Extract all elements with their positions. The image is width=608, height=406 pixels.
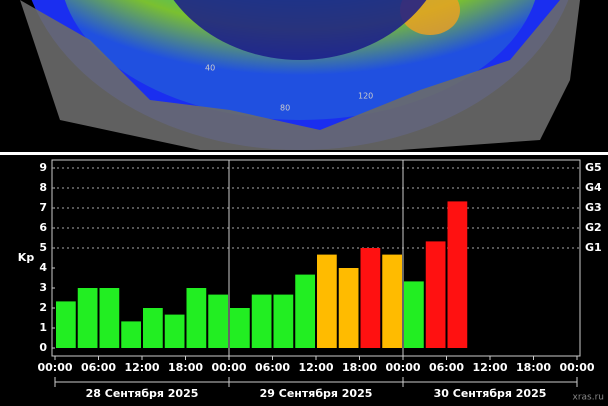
bar <box>164 314 185 348</box>
y-tick-label: 4 <box>39 261 47 274</box>
y-tick-label: 0 <box>39 341 47 354</box>
x-tick-label: 12:00 <box>298 361 333 374</box>
y-tick-label: 3 <box>39 281 47 294</box>
map-grid-label: 40 <box>205 64 215 73</box>
bar <box>99 288 120 348</box>
x-tick-label: 18:00 <box>168 361 203 374</box>
y-tick-label: 9 <box>39 161 47 174</box>
bar <box>273 294 294 348</box>
x-tick-label: 18:00 <box>516 361 551 374</box>
bar <box>382 254 402 348</box>
y2-tick-label: G1 <box>585 241 602 254</box>
bar <box>251 294 272 348</box>
x-tick-label: 00:00 <box>37 361 72 374</box>
y2-tick-label: G5 <box>585 161 602 174</box>
x-tick-label: 00:00 <box>385 361 420 374</box>
x-tick-label: 06:00 <box>255 361 290 374</box>
bar <box>404 281 424 348</box>
map-grid-label: 120 <box>358 92 373 101</box>
y2-tick-label: G3 <box>585 201 602 214</box>
y-tick-label: 8 <box>39 181 47 194</box>
bar <box>77 288 98 348</box>
day-label: 29 Сентября 2025 <box>260 387 373 400</box>
x-tick-label: 12:00 <box>124 361 159 374</box>
y-tick-label: 1 <box>39 321 47 334</box>
bar <box>447 201 468 348</box>
map-grid-label: 80 <box>280 104 290 113</box>
bar <box>338 268 359 348</box>
bar <box>121 321 141 348</box>
y-tick-label: 7 <box>39 201 47 214</box>
x-tick-label: 06:00 <box>429 361 464 374</box>
day-label: 28 Сентября 2025 <box>86 387 199 400</box>
x-tick-label: 18:00 <box>342 361 377 374</box>
x-tick-label: 06:00 <box>81 361 116 374</box>
bar <box>143 308 163 348</box>
x-tick-label: 00:00 <box>559 361 594 374</box>
x-tick-label: 00:00 <box>211 361 246 374</box>
bar <box>295 274 315 348</box>
y2-tick-label: G2 <box>585 221 602 234</box>
bar <box>186 288 207 348</box>
bar <box>56 301 76 348</box>
divider <box>0 152 608 155</box>
bar <box>317 254 337 348</box>
y-tick-label: 5 <box>39 241 47 254</box>
aurora-map: 40 80 120 <box>0 0 608 152</box>
source: xras.ru <box>573 393 605 403</box>
bar <box>208 294 228 348</box>
y2-tick-label: G4 <box>585 181 602 194</box>
y-axis-label: Kp <box>18 251 35 264</box>
bar <box>230 308 250 348</box>
y-tick-label: 6 <box>39 221 47 234</box>
y-tick-label: 2 <box>39 301 47 314</box>
bar <box>425 241 446 348</box>
x-tick-label: 12:00 <box>472 361 507 374</box>
day-label: 30 Сентября 2025 <box>434 387 547 400</box>
bar <box>360 248 381 348</box>
